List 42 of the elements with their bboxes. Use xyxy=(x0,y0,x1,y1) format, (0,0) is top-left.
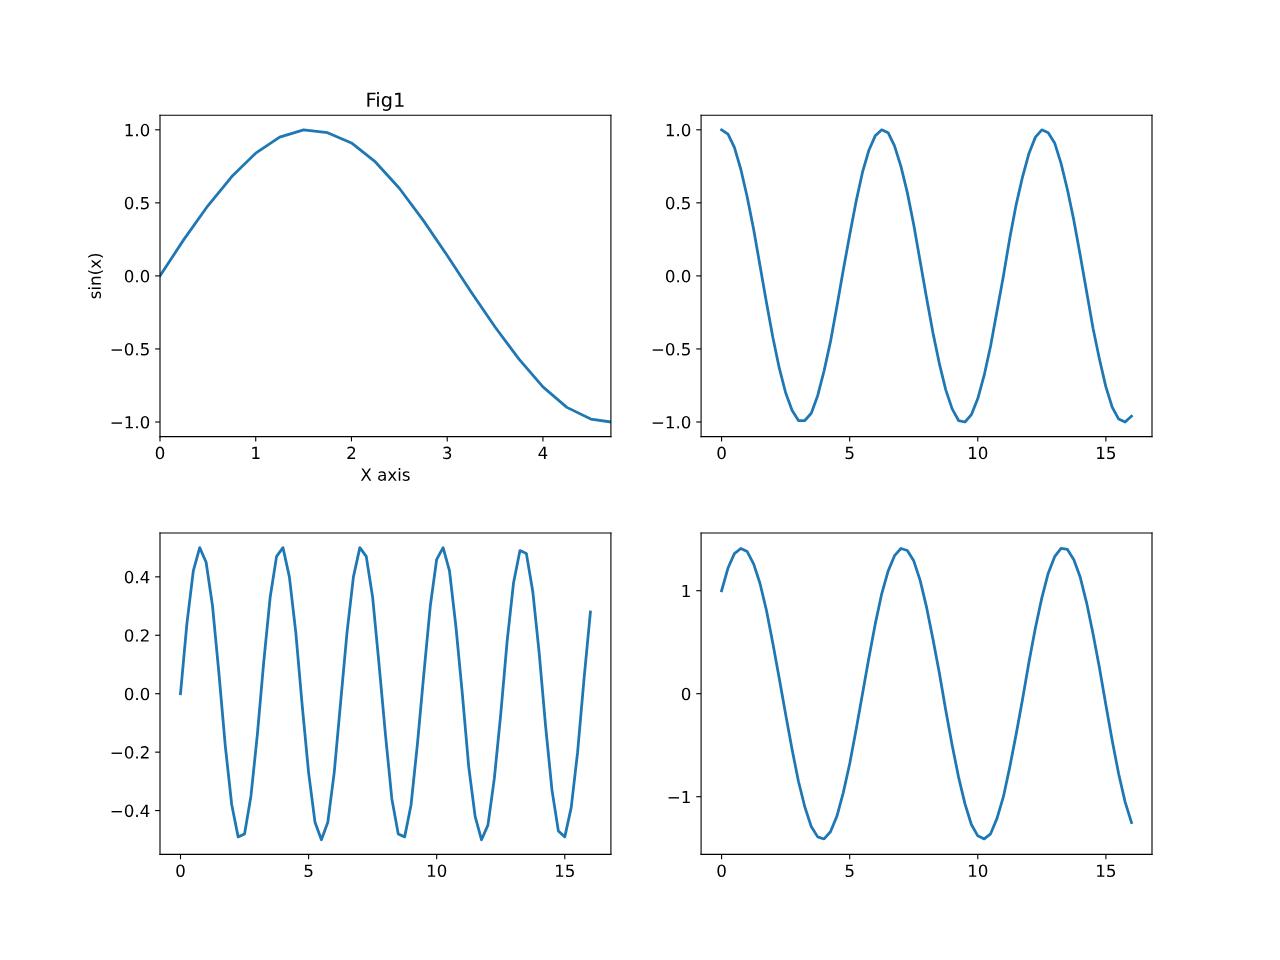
y-tick-label: −0.2 xyxy=(111,746,149,759)
line-series xyxy=(179,546,592,842)
y-tick-label: 1 xyxy=(682,584,690,598)
y-tick-label: −1.0 xyxy=(111,415,150,429)
x-tick-label: 15 xyxy=(1097,864,1116,878)
y-tick-label: −1.0 xyxy=(652,415,691,429)
y-tick-label: 1.0 xyxy=(666,123,691,137)
x-axis-title: X axis xyxy=(360,468,410,481)
y-tick-label: −1 xyxy=(668,790,690,804)
y-tick-label: −0.5 xyxy=(652,342,690,356)
y-tick-label: 0 xyxy=(681,687,691,701)
y-axis-title: sin(x) xyxy=(88,253,103,299)
x-tick-label: 15 xyxy=(1097,446,1116,460)
x-tick-label: 0 xyxy=(155,446,165,460)
line-series xyxy=(720,547,1133,841)
chart-title: Fig1 xyxy=(367,92,404,111)
x-tick-label: 0 xyxy=(717,864,726,878)
y-tick-label: 0.2 xyxy=(124,629,149,642)
line-series xyxy=(160,128,611,424)
y-tick-label: 0.0 xyxy=(665,269,691,283)
x-tick-label: 5 xyxy=(845,864,854,878)
y-tick-label: 0.0 xyxy=(124,687,150,701)
x-tick-label: 1 xyxy=(252,446,260,459)
x-tick-label: 5 xyxy=(304,864,313,878)
x-tick-label: 15 xyxy=(556,864,574,878)
x-tick-label: 5 xyxy=(845,446,854,460)
y-tick-label: 1.0 xyxy=(125,123,150,137)
line-series xyxy=(720,128,1133,424)
x-tick-label: 3 xyxy=(443,446,452,460)
x-tick-label: 2 xyxy=(347,446,356,459)
y-tick-label: −0.4 xyxy=(111,804,150,818)
x-tick-label: 10 xyxy=(969,446,988,460)
x-tick-label: 4 xyxy=(538,446,548,459)
y-tick-label: −0.5 xyxy=(111,342,149,356)
y-tick-label: 0.5 xyxy=(665,196,690,210)
x-tick-label: 10 xyxy=(969,864,988,878)
y-tick-label: 0.5 xyxy=(124,196,149,210)
x-tick-label: 10 xyxy=(427,864,447,878)
x-tick-label: 0 xyxy=(176,864,185,878)
y-tick-label: 0.4 xyxy=(124,570,150,584)
x-tick-label: 0 xyxy=(717,446,726,460)
y-tick-label: 0.0 xyxy=(124,269,150,283)
